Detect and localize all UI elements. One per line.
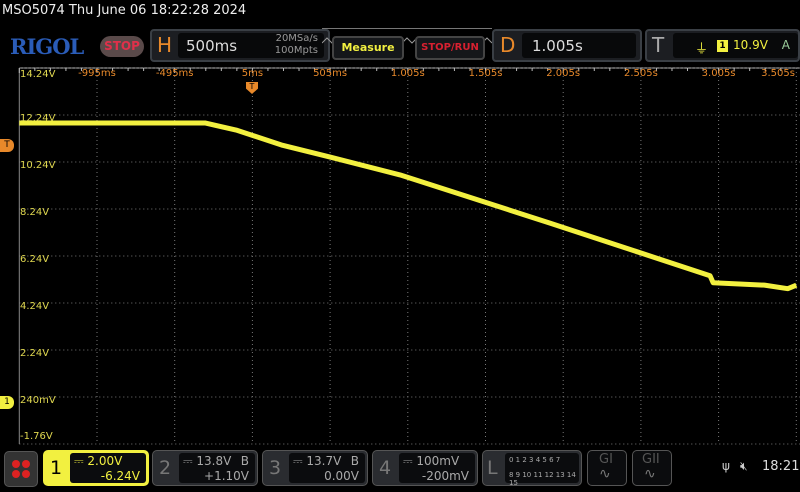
- sine-wave-icon: ∿: [599, 466, 611, 482]
- menu-grid-icon: [12, 460, 30, 478]
- channel-2-panel[interactable]: 2 ⎓ 13.8V B +1.10V: [152, 450, 258, 486]
- rigol-logo: RIGOL: [10, 34, 84, 59]
- bandwidth-limit: B: [350, 454, 359, 468]
- delay-label: D: [500, 33, 516, 57]
- channel-scale-value: 13.7V: [306, 454, 342, 468]
- channel1-ground-marker[interactable]: 1: [0, 396, 14, 409]
- channel-offset: -6.24V: [100, 469, 140, 483]
- x-tick-label: 1.505s: [468, 68, 503, 79]
- sine-wave-icon: ∿: [644, 466, 656, 482]
- trigger-panel[interactable]: T ⏚ 1 10.9V A: [645, 29, 800, 62]
- x-tick-label: 5ms: [241, 68, 264, 79]
- horizontal-values: 500ms 20MSa/s 100Mpts: [178, 33, 324, 58]
- channel-4-panel[interactable]: 4 ⎓ 100mV -200mV: [372, 450, 478, 486]
- x-tick-label: 2.505s: [623, 68, 658, 79]
- run-state-indicator[interactable]: STOP: [100, 36, 144, 57]
- channel1-trace: [19, 120, 798, 292]
- generator-2-button[interactable]: GII ∿: [632, 450, 672, 486]
- channel-scale: ⎓ 100mV: [403, 454, 460, 468]
- y-tick-label: 240mV: [20, 395, 56, 406]
- channel-offset: +1.10V: [204, 469, 249, 483]
- channel-number: 2: [159, 457, 172, 479]
- channel-scale-value: 100mV: [416, 454, 460, 468]
- trigger-values: ⏚ 1 10.9V A: [673, 33, 798, 58]
- window-title: MSO5074 Thu June 06 18:22:28 2024: [2, 3, 247, 18]
- memory-position-indicator: [321, 28, 493, 44]
- y-tick-label: -1.76V: [20, 431, 53, 442]
- x-tick-label: 3.005s: [701, 68, 736, 79]
- y-tick-label: 6.24V: [20, 254, 50, 265]
- logic-channels-row1: 0 1 2 3 4 5 6 7: [509, 456, 561, 464]
- logic-channels-row2: 8 9 10 11 12 13 14 15: [509, 471, 576, 487]
- channel-offset: -200mV: [421, 469, 469, 483]
- horizontal-label: H: [157, 33, 173, 57]
- app-menu-button[interactable]: [4, 451, 38, 487]
- delay-panel[interactable]: D 1.005s: [492, 29, 642, 62]
- delay-value: 1.005s: [532, 37, 583, 55]
- channel-3-panel[interactable]: 3 ⎓ 13.7V B 0.00V: [262, 450, 368, 486]
- stop-run-button[interactable]: STOP/RUN: [415, 36, 485, 60]
- generator-label: GI: [599, 452, 613, 467]
- bandwidth-limit: B: [240, 454, 249, 468]
- channel-number: 4: [379, 457, 392, 479]
- sample-rate: 20MSa/s: [275, 33, 318, 44]
- trigger-position-marker[interactable]: T: [246, 82, 258, 94]
- y-tick-label: 2.24V: [20, 348, 50, 359]
- generator-1-button[interactable]: GI ∿: [587, 450, 627, 486]
- channel-scale-value: 2.00V: [87, 454, 123, 468]
- channel-values: ⎓ 13.7V B 0.00V: [289, 453, 365, 483]
- y-tick-label: 4.24V: [20, 301, 50, 312]
- timebase-value: 500ms: [186, 37, 238, 55]
- channel-values: ⎓ 100mV -200mV: [399, 453, 475, 483]
- memory-depth: 100Mpts: [274, 45, 318, 56]
- x-tick-label: -495ms: [155, 68, 194, 79]
- usb-icon: ψ: [722, 459, 730, 473]
- falling-edge-trigger-icon: ⏚: [695, 42, 709, 57]
- y-tick-label: 10.24V: [20, 160, 56, 171]
- waveform-display[interactable]: [0, 66, 800, 447]
- trigger-source-badge: 1: [717, 40, 728, 52]
- measure-button[interactable]: Measure: [332, 36, 404, 60]
- trigger-level-marker[interactable]: T: [0, 139, 14, 152]
- logic-panel[interactable]: L 0 1 2 3 4 5 6 7 8 9 10 11 12 13 14 15: [482, 450, 582, 487]
- channel-1-panel[interactable]: 1 ⎓ 2.00V -6.24V: [43, 450, 149, 486]
- x-tick-label: 2.005s: [546, 68, 581, 79]
- generator-label: GII: [642, 452, 660, 467]
- trigger-mode: A: [781, 38, 790, 52]
- x-tick-label: 3.505s: [761, 68, 795, 79]
- horizontal-timebase-panel[interactable]: H 500ms 20MSa/s 100Mpts: [150, 29, 330, 62]
- channel-number: 3: [269, 457, 282, 479]
- x-tick-label: 505ms: [313, 68, 348, 79]
- channel-scale: ⎓ 13.7V: [293, 454, 342, 468]
- channel-values: ⎓ 2.00V -6.24V: [70, 453, 146, 483]
- trigger-label: T: [652, 33, 665, 57]
- y-tick-label: 12.24V: [20, 113, 56, 124]
- channel-values: ⎓ 13.8V B +1.10V: [179, 453, 255, 483]
- channel-scale: ⎓ 13.8V: [183, 454, 232, 468]
- delay-values: 1.005s: [522, 33, 636, 58]
- channel-number: 1: [50, 457, 63, 479]
- mute-icon[interactable]: 🔇︎: [740, 459, 748, 473]
- channel-scale-value: 13.8V: [196, 454, 232, 468]
- y-tick-label: 8.24V: [20, 207, 50, 218]
- logic-values: 0 1 2 3 4 5 6 7 8 9 10 11 12 13 14 15: [505, 453, 579, 487]
- channel-scale: ⎓ 2.00V: [74, 454, 123, 468]
- channel-bar: 1 ⎓ 2.00V -6.24V 2 ⎓ 13.8V B +1.10V 3 ⎓ 13.…: [0, 447, 800, 492]
- x-tick-label: -995ms: [78, 68, 116, 79]
- clock: 18:21: [762, 459, 800, 474]
- x-tick-label: 1.005s: [390, 68, 425, 79]
- logic-label: L: [487, 457, 498, 479]
- y-tick-label: 14.24V: [20, 69, 56, 80]
- trigger-level: 10.9V: [733, 38, 768, 52]
- channel-offset: 0.00V: [324, 469, 359, 483]
